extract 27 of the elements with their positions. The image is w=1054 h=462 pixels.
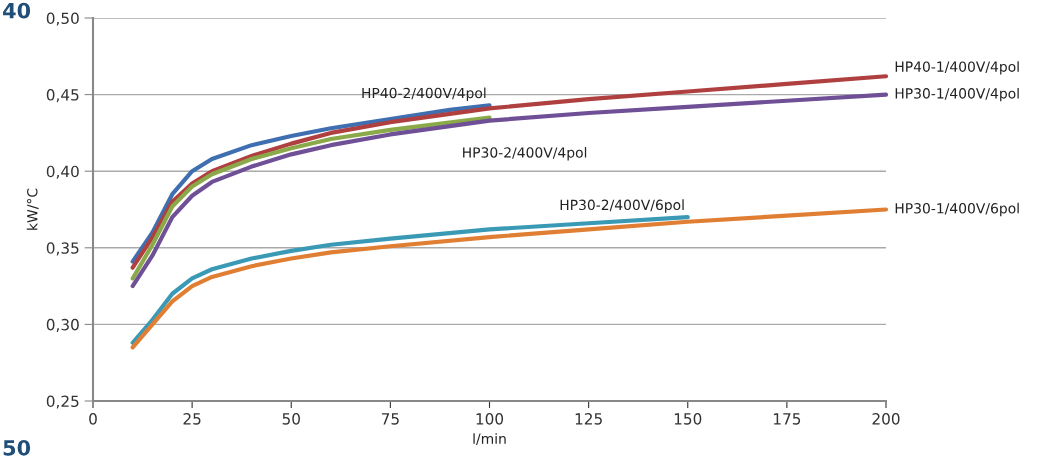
x-axis-title: l/min bbox=[473, 433, 506, 445]
x-tick-label: 125 bbox=[575, 413, 602, 425]
x-tick-label: 0 bbox=[89, 413, 97, 425]
x-tick-label: 25 bbox=[183, 413, 201, 425]
y-tick-label: 0,35 bbox=[46, 242, 79, 256]
text: 40 bbox=[3, 2, 31, 19]
y-tick-label: 0,45 bbox=[46, 89, 79, 103]
y-tick-label: 0,40 bbox=[46, 165, 79, 179]
x-tick-label: 175 bbox=[773, 413, 801, 425]
text: 50 bbox=[3, 439, 31, 456]
y-axis-title: kW/°C bbox=[26, 188, 39, 230]
series-label: HP30-2/400V/6pol bbox=[560, 199, 684, 213]
x-tick-label: 200 bbox=[872, 413, 900, 425]
x-tick-label: 150 bbox=[674, 413, 702, 425]
x-tick-label: 50 bbox=[282, 413, 300, 425]
series-label: HP30-2/400V/4pol bbox=[463, 146, 587, 161]
series-label: HP30-1/400V/6pol bbox=[895, 202, 1019, 217]
series-label: HP40-2/400V/4pol bbox=[362, 87, 486, 101]
x-tick-label: 100 bbox=[476, 413, 504, 425]
line-series bbox=[130, 215, 690, 345]
y-tick-label: 0,30 bbox=[46, 318, 79, 332]
series-label: HP30-1/400V/4pol bbox=[895, 87, 1019, 102]
y-tick-label: 0,50 bbox=[46, 12, 79, 26]
line-series bbox=[130, 74, 889, 270]
x-tick-label: 75 bbox=[381, 413, 399, 425]
series-label: HP40-1/400V/4pol bbox=[895, 61, 1019, 75]
y-tick-label: 0,25 bbox=[46, 395, 79, 409]
